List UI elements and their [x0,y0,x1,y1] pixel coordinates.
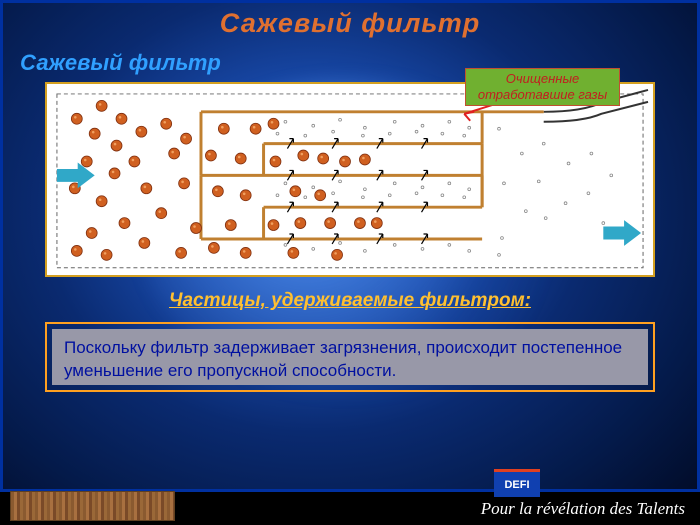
callout-clean-gases: Очищенные отработавшие газы [465,68,620,106]
particles-caption: Частицы, удерживаемые фильтром: [0,290,700,312]
defi-logo: DEFI [494,469,540,497]
filter-diagram [45,82,655,277]
slide-title: Сажевый фильтр [0,8,700,39]
slide-subtitle: Сажевый фильтр [20,50,221,76]
wood-decoration [10,491,175,521]
footer-slogan: Pour la révélation des Talents [481,499,685,519]
diagram-svg [47,84,653,278]
explanation-text: Поскольку фильтр задерживает загрязнения… [52,329,648,385]
